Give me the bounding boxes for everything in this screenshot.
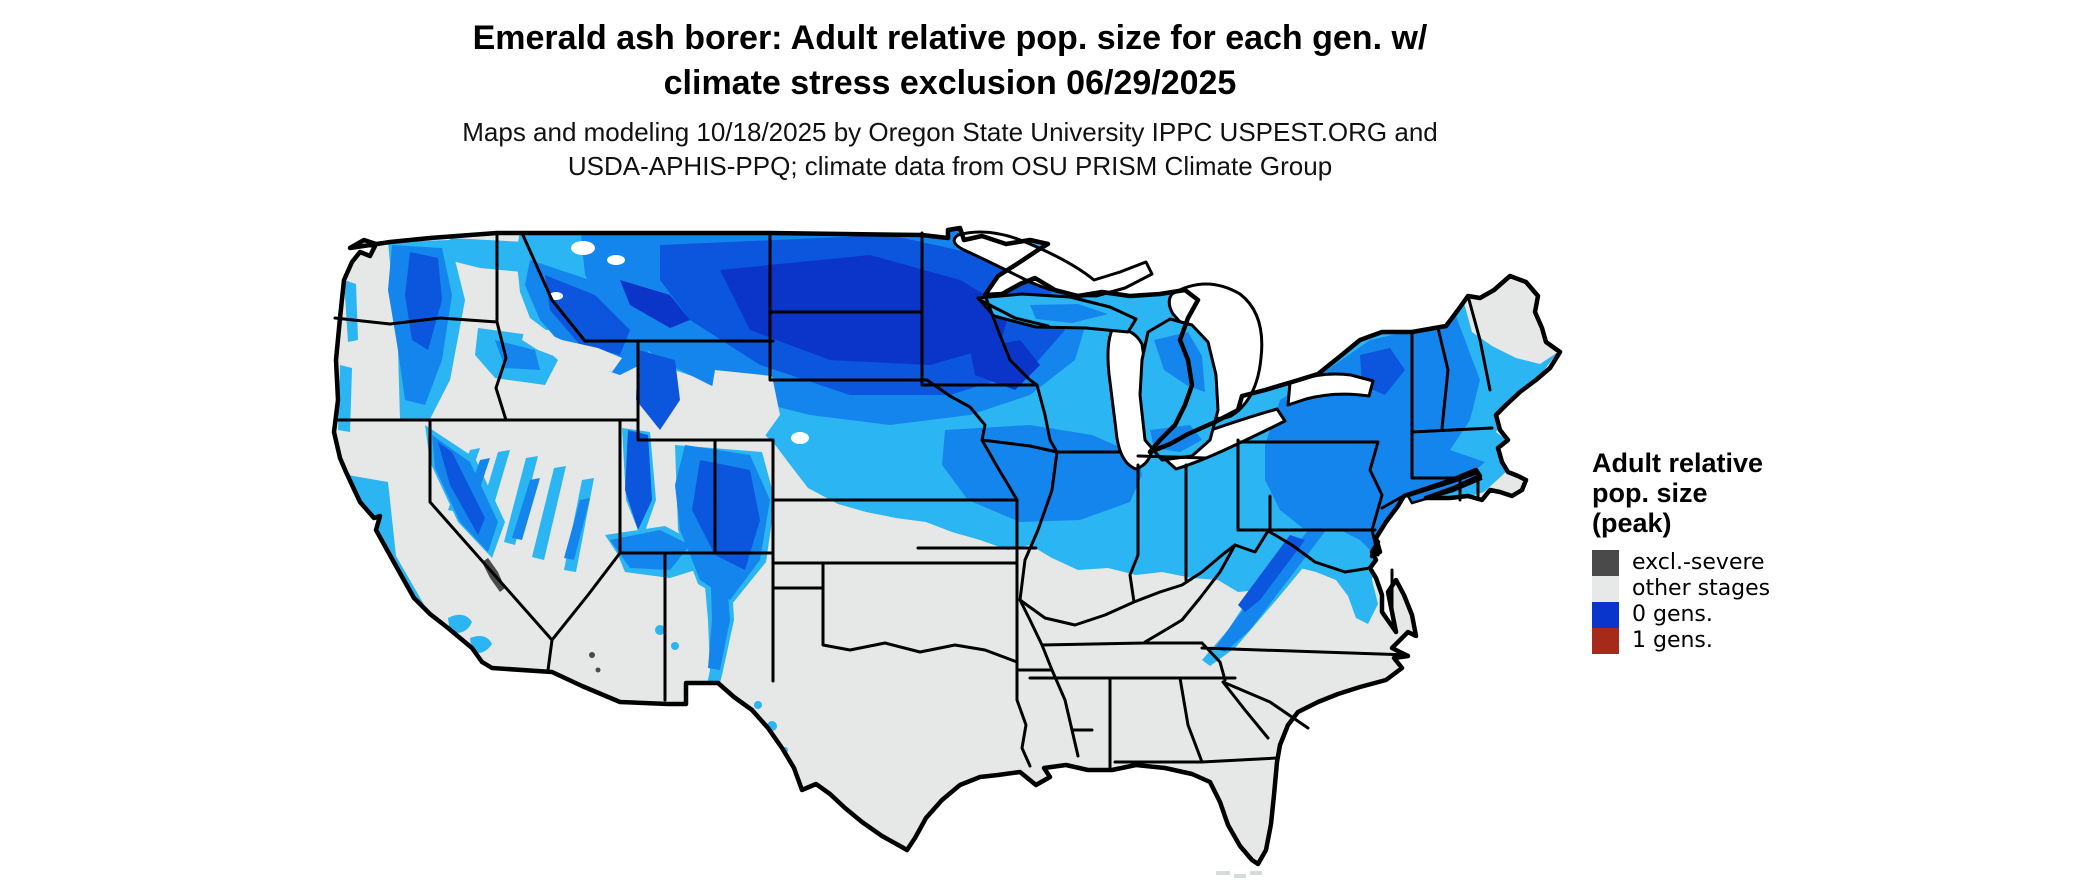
legend-title: Adult relative pop. size (peak) xyxy=(1592,448,1922,538)
legend-item: 0 gens. xyxy=(1592,602,1922,628)
figure-title: Emerald ash borer: Adult relative pop. s… xyxy=(0,16,1900,106)
legend-swatch xyxy=(1592,550,1619,576)
legend-title-line3: (peak) xyxy=(1592,508,1672,538)
legend-swatch xyxy=(1592,602,1619,628)
legend-swatch xyxy=(1592,576,1619,602)
legend-items: excl.-severe other stages 0 gens. 1 gens. xyxy=(1592,550,1922,654)
legend-item-label: excl.-severe xyxy=(1632,550,1765,575)
legend: Adult relative pop. size (peak) excl.-se… xyxy=(1592,448,1922,654)
legend-item-label: 1 gens. xyxy=(1632,628,1713,653)
legend-item: 1 gens. xyxy=(1592,628,1922,654)
florida-keys xyxy=(1216,871,1262,878)
us-map-container xyxy=(330,200,1570,890)
figure-subtitle-line2: USDA-APHIS-PPQ; climate data from OSU PR… xyxy=(567,151,1333,181)
us-map xyxy=(331,225,1563,878)
legend-item: excl.-severe xyxy=(1592,550,1922,576)
figure-title-line2: climate stress exclusion 06/29/2025 xyxy=(663,64,1237,102)
legend-title-line2: pop. size xyxy=(1592,478,1708,508)
legend-item-label: other stages xyxy=(1632,576,1771,601)
figure-subtitle-line1: Maps and modeling 10/18/2025 by Oregon S… xyxy=(462,117,1438,147)
legend-item-label: 0 gens. xyxy=(1632,602,1713,627)
figure-title-line1: Emerald ash borer: Adult relative pop. s… xyxy=(472,19,1428,57)
country-outline xyxy=(331,225,1563,867)
figure-subtitle: Maps and modeling 10/18/2025 by Oregon S… xyxy=(0,115,1900,183)
legend-item: other stages xyxy=(1592,576,1922,602)
legend-title-line1: Adult relative xyxy=(1592,448,1764,478)
legend-swatch xyxy=(1592,628,1619,654)
state-borders xyxy=(333,231,1494,770)
